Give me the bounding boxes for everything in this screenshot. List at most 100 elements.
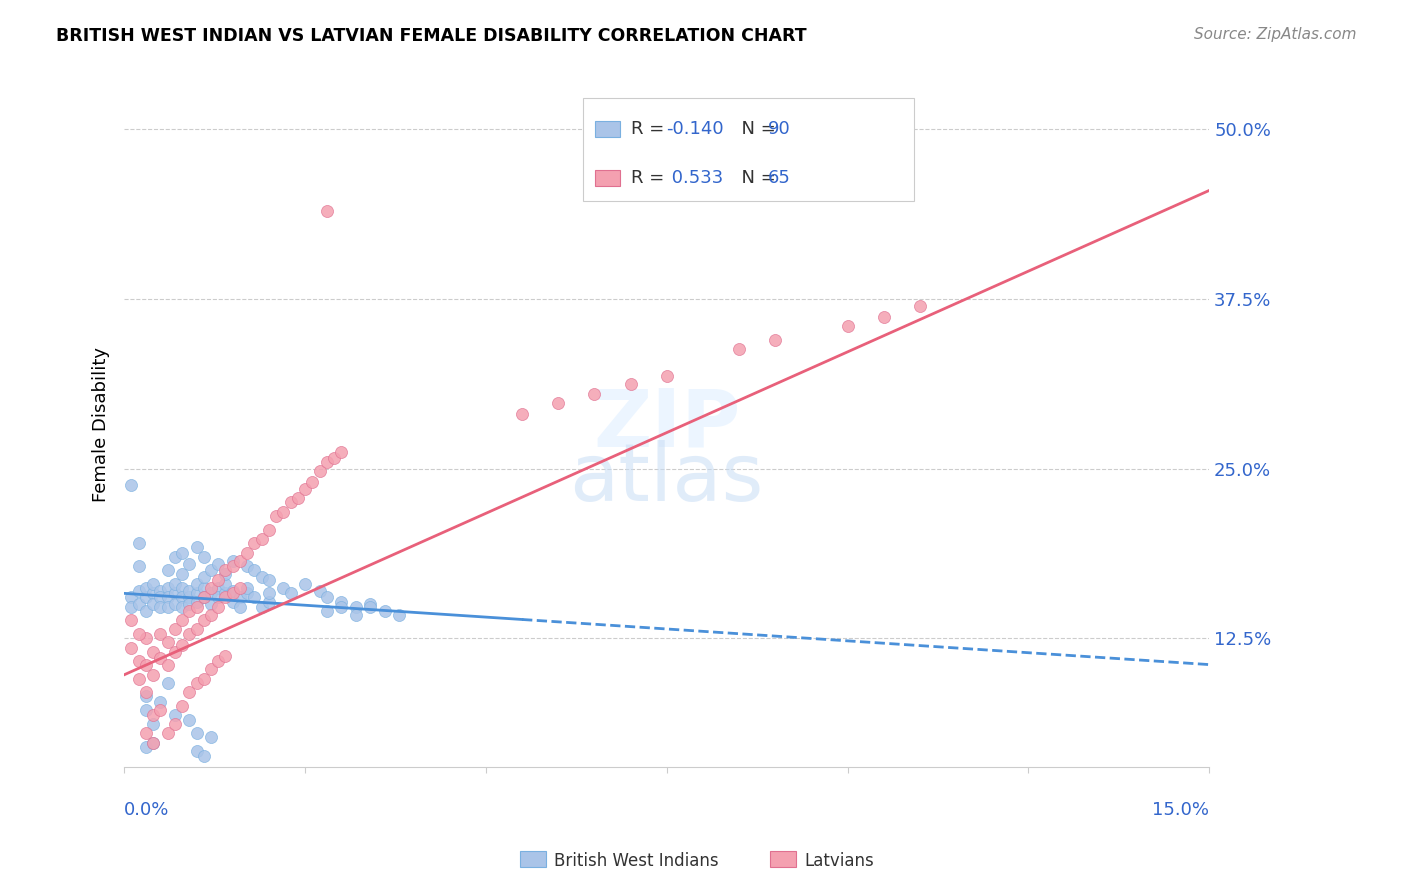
Point [301, 475, 323, 489]
Point [330, 594, 353, 608]
Point [172, 581, 194, 595]
Point [120, 478, 142, 492]
Point [207, 581, 229, 595]
Point [193, 672, 215, 686]
Point [149, 627, 172, 641]
Point [163, 577, 186, 591]
Point [273, 581, 295, 595]
Point [149, 583, 172, 598]
Point [128, 583, 150, 598]
Point [207, 599, 229, 614]
Point [163, 586, 186, 600]
Point [229, 599, 252, 614]
Point [243, 563, 266, 577]
Point [172, 698, 194, 713]
Point [142, 708, 165, 723]
Point [135, 591, 157, 605]
Text: N =: N = [730, 169, 782, 187]
Point [186, 744, 208, 758]
Point [163, 549, 186, 564]
Point [250, 532, 273, 546]
Point [149, 651, 172, 665]
Point [156, 591, 179, 605]
Point [142, 667, 165, 681]
Text: BRITISH WEST INDIAN VS LATVIAN FEMALE DISABILITY CORRELATION CHART: BRITISH WEST INDIAN VS LATVIAN FEMALE DI… [56, 27, 807, 45]
Point [186, 599, 208, 614]
Point [728, 342, 751, 356]
Point [837, 319, 859, 334]
Point [172, 638, 194, 652]
Point [236, 581, 259, 595]
Point [179, 597, 201, 611]
Point [583, 387, 606, 401]
Point [186, 540, 208, 554]
Point [156, 581, 179, 595]
Point [142, 716, 165, 731]
Point [149, 599, 172, 614]
Point [264, 509, 287, 524]
Point [229, 554, 252, 568]
Point [214, 648, 236, 663]
Text: atlas: atlas [569, 441, 763, 518]
Text: -0.140: -0.140 [666, 120, 724, 138]
Point [257, 573, 280, 587]
Point [135, 690, 157, 704]
Point [193, 591, 215, 605]
Point [120, 591, 142, 605]
Text: Latvians: Latvians [804, 852, 875, 870]
Point [287, 491, 309, 506]
Text: R =: R = [631, 169, 671, 187]
Point [547, 396, 569, 410]
Point [280, 495, 302, 509]
Point [229, 591, 252, 605]
Text: N =: N = [730, 120, 782, 138]
Point [200, 597, 222, 611]
Point [186, 726, 208, 740]
Point [207, 573, 229, 587]
Point [193, 591, 215, 605]
Text: Source: ZipAtlas.com: Source: ZipAtlas.com [1194, 27, 1357, 42]
Point [315, 455, 337, 469]
Point [250, 599, 273, 614]
Point [193, 749, 215, 764]
Point [128, 672, 150, 686]
Point [193, 581, 215, 595]
Point [163, 645, 186, 659]
Point [344, 599, 367, 614]
Point [163, 622, 186, 636]
Point [200, 608, 222, 623]
Point [214, 567, 236, 582]
Point [214, 586, 236, 600]
Point [186, 586, 208, 600]
Point [179, 627, 201, 641]
Point [156, 676, 179, 690]
Point [128, 559, 150, 574]
Point [236, 586, 259, 600]
Point [250, 570, 273, 584]
Point [135, 581, 157, 595]
Point [308, 464, 330, 478]
Point [179, 604, 201, 618]
Text: R =: R = [631, 120, 671, 138]
Point [222, 559, 245, 574]
Point [179, 685, 201, 699]
Point [330, 445, 353, 459]
Text: 0.533: 0.533 [666, 169, 724, 187]
Point [142, 736, 165, 750]
Point [619, 377, 641, 392]
Point [243, 591, 266, 605]
Point [142, 577, 165, 591]
Point [294, 482, 316, 496]
Point [128, 597, 150, 611]
Point [214, 591, 236, 605]
Point [315, 591, 337, 605]
Point [308, 583, 330, 598]
Point [142, 597, 165, 611]
Point [186, 622, 208, 636]
Text: 65: 65 [768, 169, 790, 187]
Point [135, 726, 157, 740]
Point [186, 577, 208, 591]
Point [135, 658, 157, 673]
Y-axis label: Female Disability: Female Disability [93, 347, 110, 502]
Point [156, 563, 179, 577]
